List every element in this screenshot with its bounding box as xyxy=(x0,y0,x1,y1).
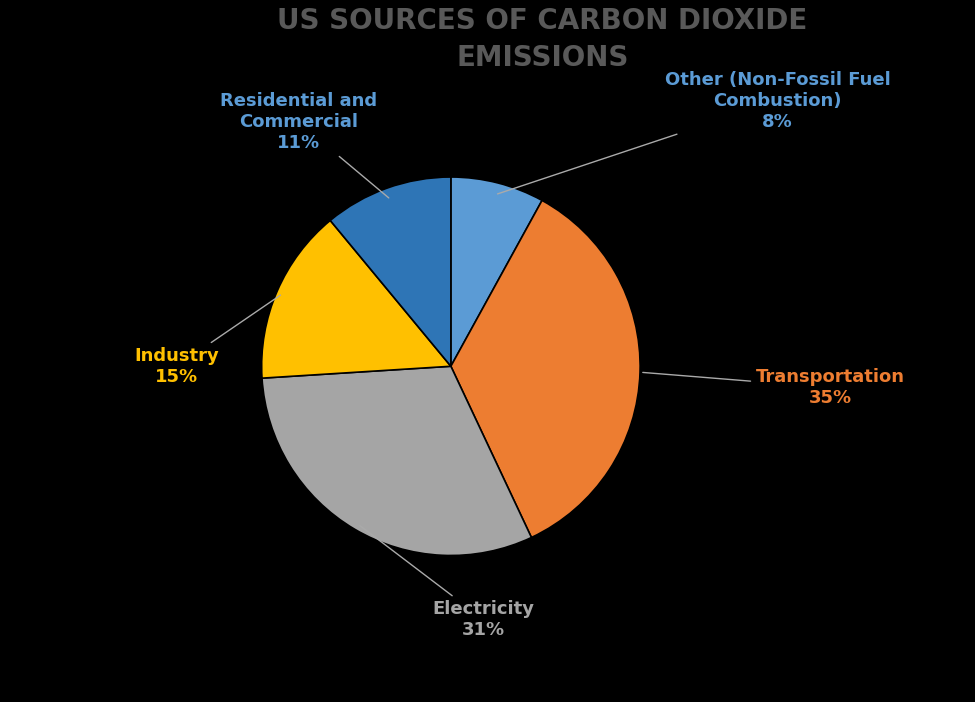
Wedge shape xyxy=(262,366,531,555)
Text: Other (Non-Fossil Fuel
Combustion)
8%: Other (Non-Fossil Fuel Combustion) 8% xyxy=(497,71,890,194)
Text: Transportation
35%: Transportation 35% xyxy=(643,369,905,407)
Wedge shape xyxy=(261,220,450,378)
Text: Industry
15%: Industry 15% xyxy=(135,295,281,385)
Wedge shape xyxy=(331,177,450,366)
Wedge shape xyxy=(450,201,641,538)
Text: US SOURCES OF CARBON DIOXIDE
EMISSIONS: US SOURCES OF CARBON DIOXIDE EMISSIONS xyxy=(277,7,807,72)
Text: Electricity
31%: Electricity 31% xyxy=(360,526,534,639)
Text: Residential and
Commercial
11%: Residential and Commercial 11% xyxy=(219,92,389,198)
Wedge shape xyxy=(450,177,542,366)
